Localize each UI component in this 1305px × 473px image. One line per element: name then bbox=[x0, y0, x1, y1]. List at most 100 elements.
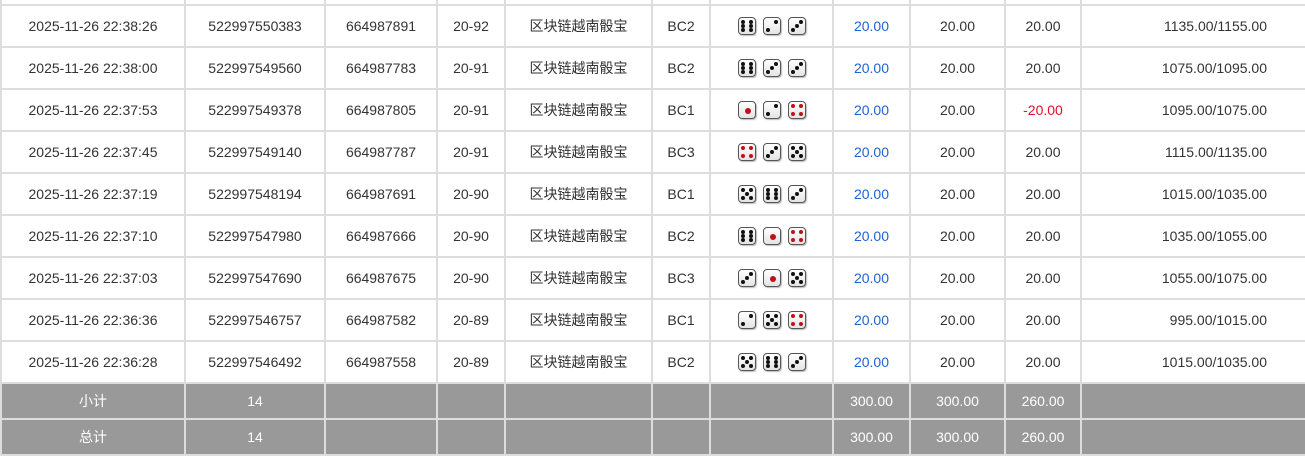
bet-amount: 20.00 bbox=[832, 256, 911, 300]
dice-result bbox=[709, 256, 834, 300]
balance-before-after: 1015.00/1035.00 bbox=[1080, 172, 1305, 216]
die-3-icon bbox=[787, 59, 806, 78]
table-name: BC1 bbox=[651, 172, 711, 216]
game-name: 区块链越南骰宝 bbox=[504, 214, 653, 258]
die-5-icon bbox=[787, 143, 806, 162]
valid-amount: 20.00 bbox=[909, 130, 1006, 174]
dice-result bbox=[709, 4, 834, 48]
game-name: 区块链越南骰宝 bbox=[504, 256, 653, 300]
balance-before-after: 1135.00/1155.00 bbox=[1080, 4, 1305, 48]
die-5-icon bbox=[787, 269, 806, 288]
bet-id: 522997546757 bbox=[184, 298, 326, 342]
bet-records-table: 2025-11-26 22:38:26 522997550383 664987891… bbox=[0, 0, 1305, 456]
balance-before-after: 995.00/1015.00 bbox=[1080, 298, 1305, 342]
round-id: 664987891 bbox=[324, 4, 438, 48]
die-6-icon bbox=[737, 17, 756, 36]
bet-amount: 20.00 bbox=[832, 46, 911, 90]
dice-result bbox=[709, 340, 834, 384]
total-count: 14 bbox=[184, 418, 326, 456]
bet-time: 2025-11-26 22:37:53 bbox=[0, 88, 186, 132]
valid-amount: 20.00 bbox=[909, 172, 1006, 216]
table-row: 2025-11-26 22:37:53 522997549378 664987805… bbox=[0, 88, 1305, 132]
valid-amount: 20.00 bbox=[909, 298, 1006, 342]
round-id: 664987787 bbox=[324, 130, 438, 174]
die-6-icon bbox=[737, 227, 756, 246]
bet-amount: 20.00 bbox=[832, 172, 911, 216]
bet-amount: 20.00 bbox=[832, 214, 911, 258]
die-5-icon bbox=[762, 311, 781, 330]
die-3-icon bbox=[762, 59, 781, 78]
round-number: 20-92 bbox=[436, 4, 506, 48]
dice-result bbox=[709, 172, 834, 216]
round-id: 664987558 bbox=[324, 340, 438, 384]
valid-amount: 20.00 bbox=[909, 340, 1006, 384]
table-name: BC1 bbox=[651, 298, 711, 342]
bet-amount: 20.00 bbox=[832, 4, 911, 48]
round-number: 20-91 bbox=[436, 46, 506, 90]
bet-time: 2025-11-26 22:36:36 bbox=[0, 298, 186, 342]
bet-time: 2025-11-26 22:37:10 bbox=[0, 214, 186, 258]
dice-result bbox=[709, 88, 834, 132]
table-row: 2025-11-26 22:36:28 522997546492 664987558… bbox=[0, 340, 1305, 384]
bet-amount: 20.00 bbox=[832, 130, 911, 174]
table-row: 2025-11-26 22:36:36 522997546757 664987582… bbox=[0, 298, 1305, 342]
die-4-icon bbox=[787, 101, 806, 120]
valid-amount: 20.00 bbox=[909, 88, 1006, 132]
game-name: 区块链越南骰宝 bbox=[504, 4, 653, 48]
win-amount: -20.00 bbox=[1004, 88, 1082, 132]
round-number: 20-89 bbox=[436, 298, 506, 342]
win-amount: 20.00 bbox=[1004, 298, 1082, 342]
bet-time: 2025-11-26 22:36:28 bbox=[0, 340, 186, 384]
die-3-icon bbox=[787, 353, 806, 372]
win-amount: 20.00 bbox=[1004, 214, 1082, 258]
valid-amount: 20.00 bbox=[909, 4, 1006, 48]
total-bet: 300.00 bbox=[832, 418, 911, 456]
table-name: BC2 bbox=[651, 340, 711, 384]
die-6-icon bbox=[762, 185, 781, 204]
valid-amount: 20.00 bbox=[909, 46, 1006, 90]
table-row: 2025-11-26 22:37:45 522997549140 664987787… bbox=[0, 130, 1305, 174]
die-5-icon bbox=[737, 353, 756, 372]
round-number: 20-90 bbox=[436, 214, 506, 258]
table-row-partial bbox=[0, 0, 1305, 6]
die-6-icon bbox=[762, 353, 781, 372]
game-name: 区块链越南骰宝 bbox=[504, 298, 653, 342]
subtotal-label: 小计 bbox=[0, 382, 186, 420]
die-6-icon bbox=[737, 59, 756, 78]
die-2-icon bbox=[762, 101, 781, 120]
table-row: 2025-11-26 22:38:26 522997550383 664987891… bbox=[0, 4, 1305, 48]
die-5-icon bbox=[737, 185, 756, 204]
dice-result bbox=[709, 298, 834, 342]
balance-before-after: 1055.00/1075.00 bbox=[1080, 256, 1305, 300]
die-1-icon bbox=[737, 101, 756, 120]
table-name: BC3 bbox=[651, 130, 711, 174]
balance-before-after: 1115.00/1135.00 bbox=[1080, 130, 1305, 174]
die-2-icon bbox=[737, 311, 756, 330]
balance-before-after: 1095.00/1075.00 bbox=[1080, 88, 1305, 132]
bet-id: 522997547980 bbox=[184, 214, 326, 258]
game-name: 区块链越南骰宝 bbox=[504, 88, 653, 132]
total-row: 总计 14 300.00 300.00 260.00 bbox=[0, 418, 1305, 456]
bet-id: 522997546492 bbox=[184, 340, 326, 384]
subtotal-valid: 300.00 bbox=[909, 382, 1006, 420]
bet-id: 522997550383 bbox=[184, 4, 326, 48]
valid-amount: 20.00 bbox=[909, 256, 1006, 300]
total-label: 总计 bbox=[0, 418, 186, 456]
round-id: 664987582 bbox=[324, 298, 438, 342]
bet-id: 522997549140 bbox=[184, 130, 326, 174]
bet-time: 2025-11-26 22:37:03 bbox=[0, 256, 186, 300]
table-name: BC2 bbox=[651, 46, 711, 90]
dice-result bbox=[709, 214, 834, 258]
total-valid: 300.00 bbox=[909, 418, 1006, 456]
dice-result bbox=[709, 130, 834, 174]
win-amount: 20.00 bbox=[1004, 256, 1082, 300]
die-1-icon bbox=[762, 269, 781, 288]
die-3-icon bbox=[737, 269, 756, 288]
table-row: 2025-11-26 22:37:10 522997547980 664987666… bbox=[0, 214, 1305, 258]
round-number: 20-89 bbox=[436, 340, 506, 384]
bet-time: 2025-11-26 22:37:19 bbox=[0, 172, 186, 216]
die-1-icon bbox=[762, 227, 781, 246]
balance-before-after: 1015.00/1035.00 bbox=[1080, 340, 1305, 384]
dice-result bbox=[709, 46, 834, 90]
win-amount: 20.00 bbox=[1004, 4, 1082, 48]
